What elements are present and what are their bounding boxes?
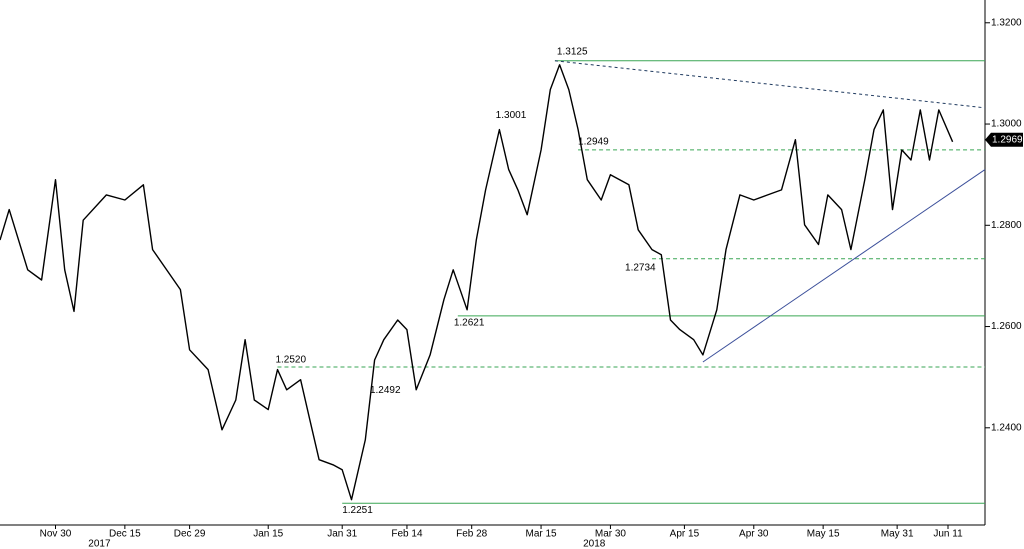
year-label: 2018	[583, 539, 606, 549]
x-tick-label: Feb 14	[391, 529, 423, 540]
level-label: 1.2949	[578, 136, 609, 147]
level-label: 1.2251	[342, 505, 373, 516]
x-tick-label: May 31	[881, 529, 914, 540]
y-tick-label: 1.2600	[991, 321, 1022, 332]
price-line	[0, 64, 954, 501]
x-tick-label: May 15	[807, 529, 840, 540]
last-price-label: 1.2969	[992, 134, 1023, 145]
level-label: 1.2492	[370, 385, 401, 396]
y-tick-label: 1.3200	[991, 17, 1022, 28]
y-tick-label: 1.2400	[991, 422, 1022, 433]
last-price-box	[985, 132, 1023, 147]
x-tick-label: Jan 31	[327, 529, 357, 540]
x-tick-label: Jan 15	[253, 529, 283, 540]
level-label: 1.2621	[454, 318, 485, 329]
level-label: 1.3001	[496, 110, 527, 121]
level-label: 1.2734	[625, 262, 656, 273]
trendline	[702, 169, 986, 363]
year-label: 2017	[88, 539, 111, 549]
y-tick-label: 1.3000	[991, 119, 1022, 130]
level-label: 1.2520	[275, 355, 306, 366]
x-tick-label: Mar 15	[525, 529, 557, 540]
trendline	[554, 60, 986, 109]
x-tick-label: Mar 30	[595, 529, 627, 540]
x-tick-label: Apr 30	[739, 529, 769, 540]
x-tick-label: Apr 15	[670, 529, 700, 540]
x-tick-label: Nov 30	[40, 529, 72, 540]
x-tick-label: Dec 15	[109, 529, 141, 540]
x-tick-label: Feb 28	[456, 529, 488, 540]
y-tick-label: 1.2800	[991, 220, 1022, 231]
x-tick-label: Dec 29	[174, 529, 206, 540]
level-label: 1.3125	[557, 46, 588, 57]
x-tick-label: Jun 11	[933, 529, 963, 540]
